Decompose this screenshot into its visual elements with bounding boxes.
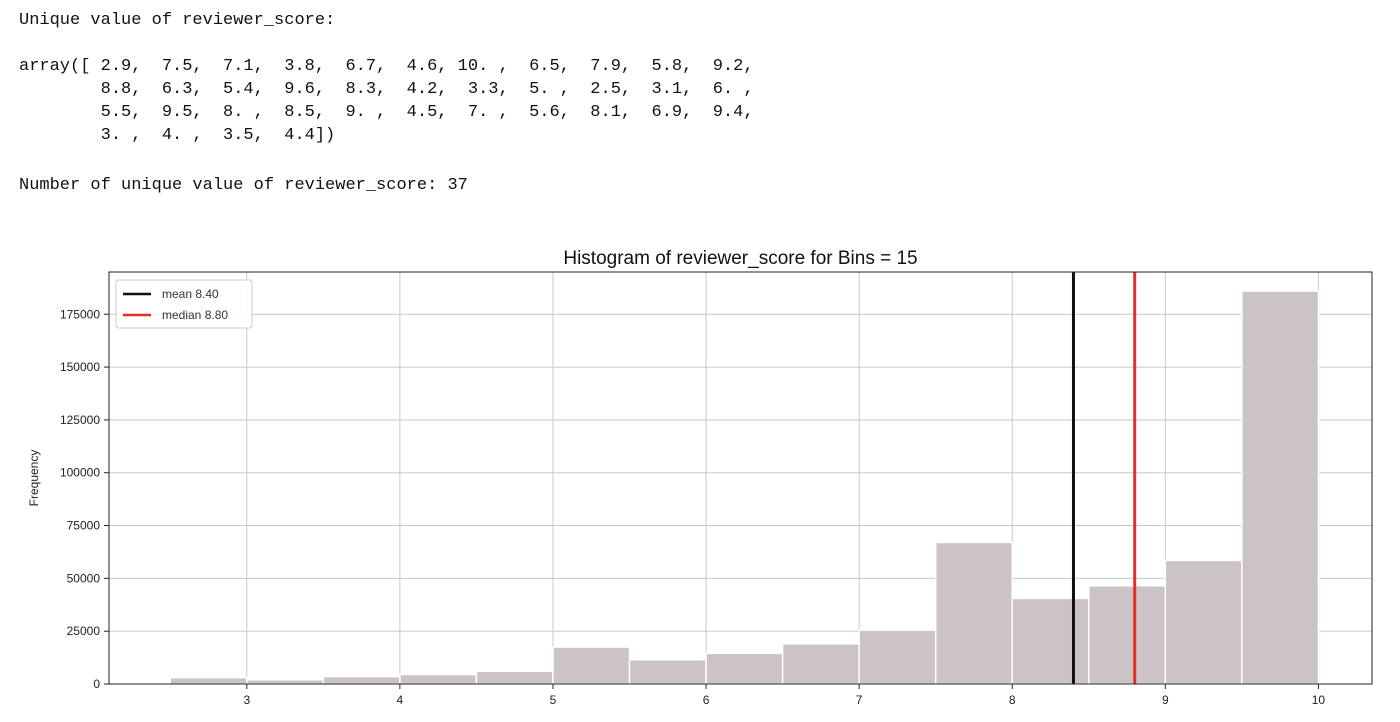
- histogram-bar: [858, 629, 937, 685]
- y-tick-label: 0: [93, 677, 100, 691]
- array-line: 3. , 4. , 3.5, 4.4]): [19, 126, 336, 145]
- y-tick-label: 100000: [60, 466, 100, 480]
- histogram-bar: [705, 652, 784, 685]
- x-tick-label: 3: [243, 693, 250, 707]
- y-tick-label: 150000: [60, 360, 100, 374]
- x-tick-label: 5: [550, 693, 557, 707]
- unique-values-array: array([ 2.9, 7.5, 7.1, 3.8, 6.7, 4.6, 10…: [19, 55, 754, 147]
- histogram-bar: [1164, 559, 1243, 685]
- y-tick-label: 50000: [67, 571, 101, 585]
- histogram-bar: [1011, 597, 1090, 685]
- y-axis-label: Frequency: [27, 450, 41, 507]
- histogram-bar: [552, 646, 631, 685]
- y-tick-label: 175000: [60, 307, 100, 321]
- legend-label: median 8.80: [162, 308, 228, 322]
- x-tick-label: 9: [1162, 693, 1169, 707]
- y-tick-label: 125000: [60, 413, 100, 427]
- x-axis-ticks: 3 4 5 6 7 8 9 10: [243, 684, 1325, 707]
- unique-values-header: Unique value of reviewer_score:: [19, 11, 336, 30]
- histogram-bar: [934, 541, 1013, 685]
- reference-lines: [1071, 272, 1137, 684]
- y-tick-label: 75000: [67, 519, 101, 533]
- legend: mean 8.40 median 8.80: [115, 279, 253, 329]
- y-tick-label: 25000: [67, 624, 101, 638]
- y-axis-ticks: 0 25000 50000 75000 100000 125000 150000 175000: [60, 307, 109, 691]
- array-line: array([ 2.9, 7.5, 7.1, 3.8, 6.7, 4.6, 10…: [19, 57, 754, 76]
- grid-layer: [109, 272, 1372, 685]
- x-tick-label: 8: [1009, 693, 1016, 707]
- x-tick-label: 4: [397, 693, 404, 707]
- unique-count-line: Number of unique value of reviewer_score…: [19, 176, 468, 195]
- histogram-bar: [399, 673, 478, 685]
- plot-frame: [108, 271, 1373, 685]
- histogram-bar: [781, 643, 860, 685]
- legend-label: mean 8.40: [162, 287, 219, 301]
- x-tick-label: 6: [703, 693, 710, 707]
- bars-layer: [169, 290, 1320, 685]
- histogram-bar: [322, 675, 401, 685]
- histogram-bar: [246, 679, 325, 685]
- histogram-bar: [1241, 290, 1320, 685]
- x-tick-label: 10: [1312, 693, 1326, 707]
- histogram-bar: [1088, 585, 1167, 685]
- histogram-bar: [169, 676, 248, 685]
- array-line: 8.8, 6.3, 5.4, 9.6, 8.3, 4.2, 3.3, 5. , …: [19, 80, 754, 99]
- histogram-bar: [628, 658, 707, 685]
- histogram-bar: [475, 670, 554, 685]
- x-tick-label: 7: [856, 693, 863, 707]
- chart-title: Histogram of reviewer_score for Bins = 1…: [563, 248, 917, 269]
- array-line: 5.5, 9.5, 8. , 8.5, 9. , 4.5, 7. , 5.6, …: [19, 103, 754, 122]
